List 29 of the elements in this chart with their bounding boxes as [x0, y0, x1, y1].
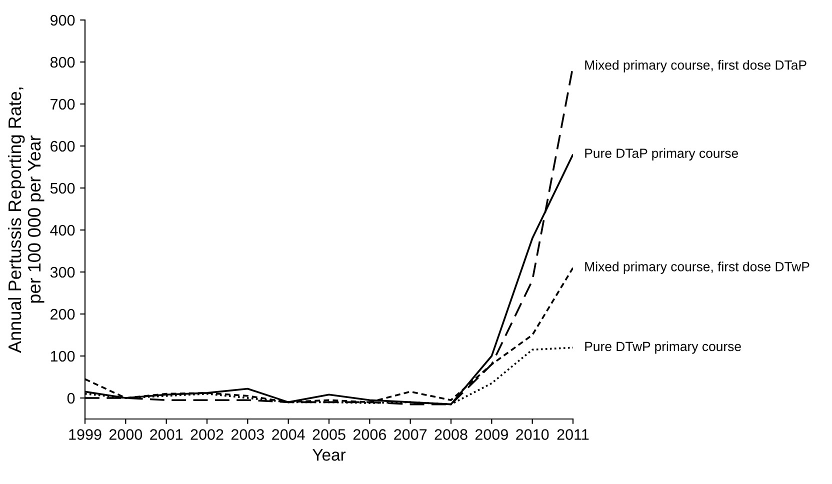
series-label: Mixed primary course, first dose DTaP	[585, 60, 806, 72]
x-tick-label: 1999	[69, 429, 102, 440]
y-tick-label: 0	[67, 392, 75, 404]
y-tick-label: 800	[50, 56, 75, 68]
x-tick-label: 2010	[516, 429, 549, 440]
y-tick-label: 100	[50, 350, 75, 362]
x-tick-label: 2007	[394, 429, 427, 440]
x-tick-label: 2001	[150, 429, 183, 440]
y-tick-label: 900	[50, 14, 75, 26]
y-tick-label: 500	[50, 182, 75, 194]
x-axis-title: Year	[312, 449, 346, 461]
y-tick-label: 300	[50, 266, 75, 278]
x-tick-label: 2004	[272, 429, 305, 440]
y-tick-label: 400	[50, 224, 75, 236]
y-axis-title: Annual Pertussis Reporting Rate, per 100 000 per Year	[8, 88, 44, 353]
x-tick-label: 2006	[353, 429, 386, 440]
series-label: Mixed primary course, first dose DTwP	[585, 262, 810, 274]
series-label: Pure DTwP primary course	[585, 341, 741, 354]
x-tick-label: 2000	[109, 429, 142, 440]
y-tick-label: 600	[50, 140, 75, 152]
y-tick-label: 200	[50, 308, 75, 320]
x-tick-label: 2008	[434, 429, 468, 440]
series-label: Pure DTaP primary course	[585, 148, 738, 161]
y-tick-label: 700	[50, 98, 75, 110]
x-tick-label: 2009	[475, 429, 508, 440]
x-tick-label: 2005	[312, 429, 346, 440]
x-tick-label: 2003	[231, 429, 264, 440]
x-tick-label: 2002	[190, 429, 224, 440]
x-tick-label: 2011	[557, 429, 589, 440]
